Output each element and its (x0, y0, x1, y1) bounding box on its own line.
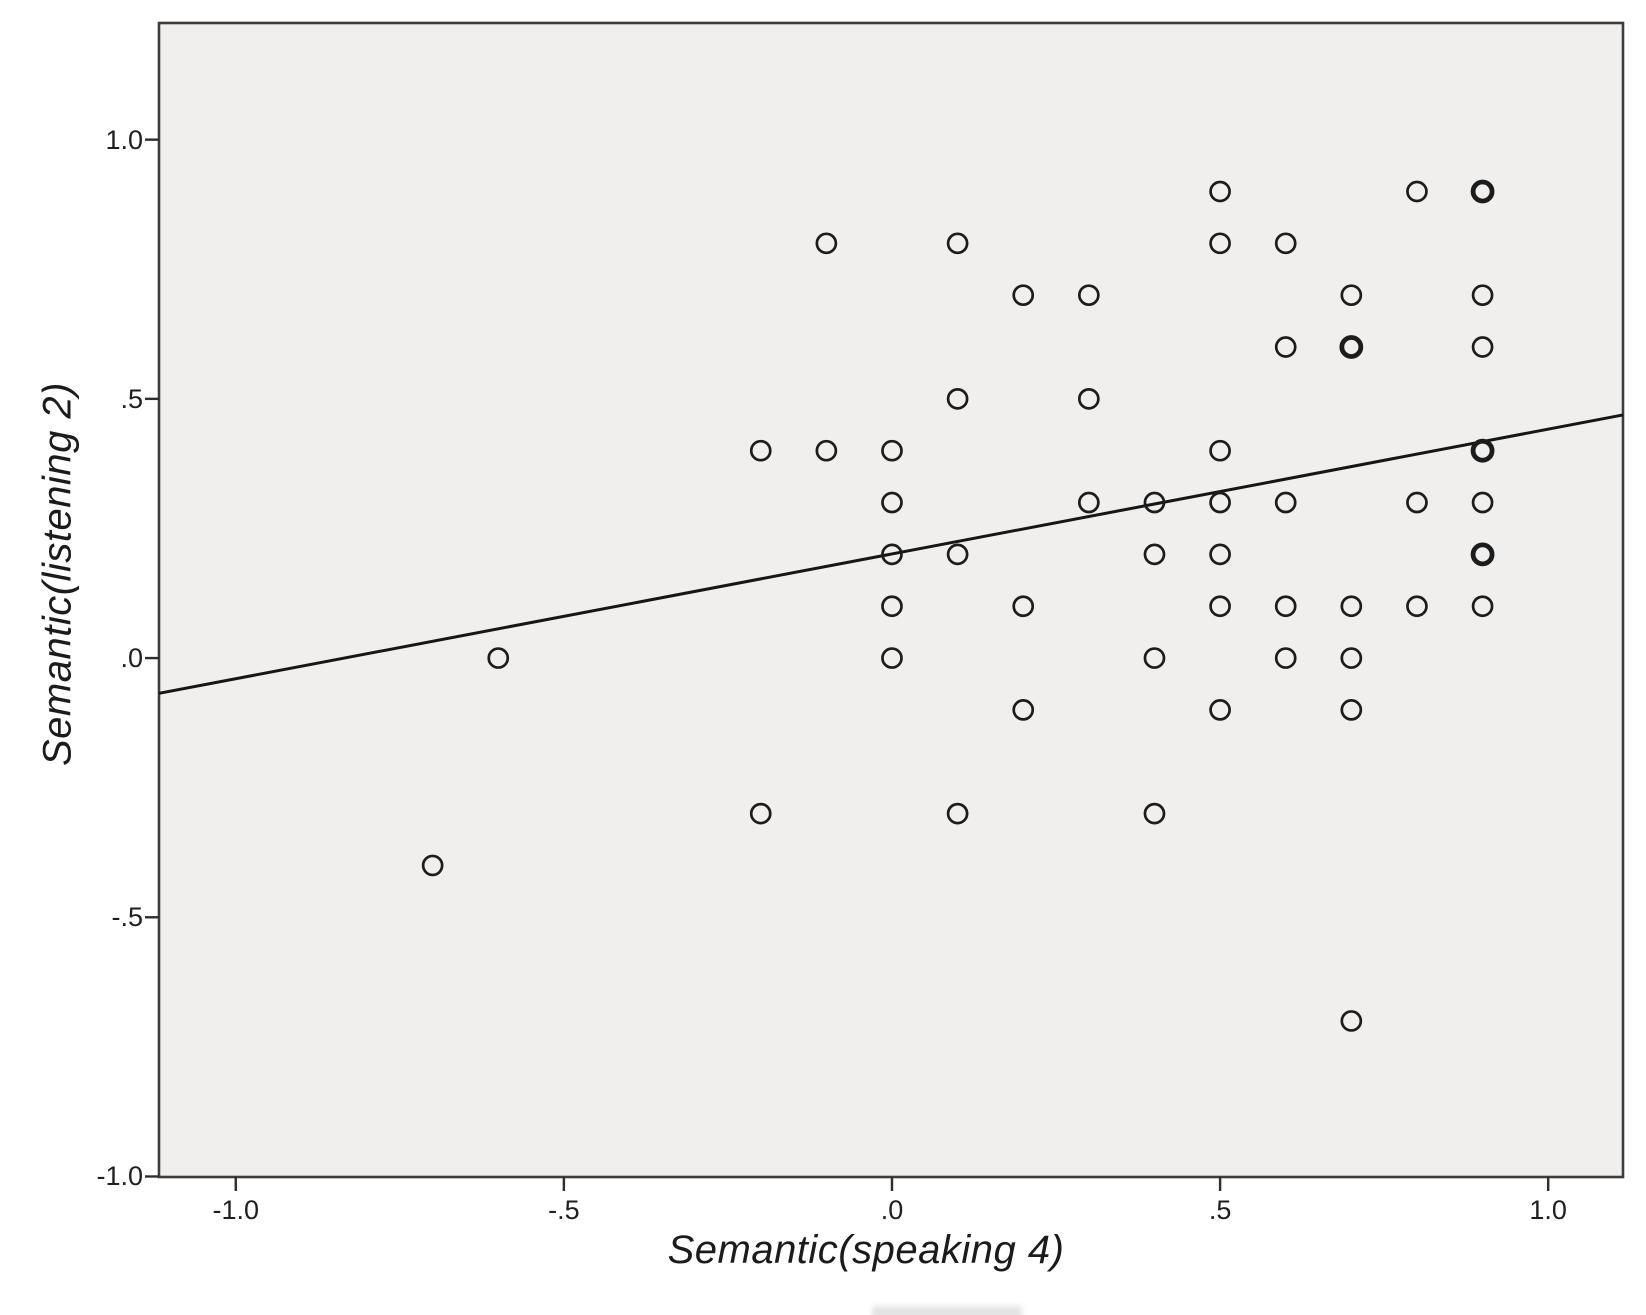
data-point-marker (881, 439, 903, 462)
data-point-marker (1470, 542, 1495, 567)
data-point-marker (1143, 543, 1166, 566)
data-point-marker (1274, 491, 1297, 514)
data-point-marker (749, 802, 772, 825)
data-point-marker (1340, 699, 1363, 721)
data-point-marker (1209, 543, 1231, 566)
data-point-marker (881, 543, 903, 566)
data-point-marker (946, 388, 969, 410)
data-point-marker (1209, 595, 1231, 618)
data-point-marker (946, 232, 969, 255)
data-point-marker (1471, 336, 1494, 358)
data-point-marker (815, 439, 838, 462)
data-point-marker (487, 647, 510, 669)
cropped-text-artifact (872, 1306, 1022, 1315)
data-point-marker (1470, 179, 1495, 204)
data-point-marker (1077, 388, 1100, 410)
data-point-marker (1471, 491, 1494, 514)
plot-area (157, 21, 1625, 1179)
y-tick-label: .0 (120, 643, 143, 674)
data-point-marker (946, 802, 969, 825)
data-point-marker (1209, 180, 1231, 203)
data-point-marker (1077, 491, 1100, 514)
data-point-marker (1471, 284, 1494, 307)
data-point-marker (1274, 595, 1297, 618)
y-axis-title: Semantic(listening 2) (35, 382, 80, 766)
data-point-marker (1340, 284, 1363, 307)
data-point-marker (881, 595, 903, 618)
y-tick-label: -.5 (111, 902, 143, 933)
data-point-marker (1209, 699, 1231, 721)
data-point-marker (1274, 647, 1297, 669)
data-point-marker (1340, 647, 1363, 669)
data-point-marker (1143, 647, 1166, 669)
data-point-marker (749, 439, 772, 462)
regression-fit-line (158, 413, 1624, 695)
data-point-marker (421, 854, 444, 877)
data-point-marker (1406, 491, 1428, 514)
x-tick-label: -.5 (548, 1195, 580, 1225)
data-point-marker (1143, 802, 1166, 825)
y-tick-label: 1.0 (105, 124, 143, 155)
data-point-marker (1274, 232, 1297, 255)
x-axis-title: Semantic(speaking 4) (667, 1228, 1065, 1272)
data-point-marker (1470, 438, 1495, 463)
data-point-marker (1406, 180, 1428, 203)
data-point-marker (1209, 232, 1231, 255)
data-point-marker (881, 647, 903, 669)
data-point-marker (815, 232, 838, 255)
data-point-marker (1012, 284, 1035, 307)
x-tick-label: 1.0 (1529, 1195, 1567, 1225)
data-point-marker (1209, 439, 1231, 462)
data-point-marker (1209, 491, 1231, 514)
data-point-marker (1012, 699, 1035, 721)
data-point-marker (881, 491, 903, 514)
data-point-marker (1340, 1010, 1363, 1032)
data-point-marker (1406, 595, 1428, 618)
data-point-marker (1274, 336, 1297, 358)
y-tick-label: .5 (120, 383, 143, 414)
data-point-marker (1143, 491, 1166, 514)
x-tick-label: -1.0 (212, 1195, 260, 1225)
x-tick-label: .0 (880, 1195, 904, 1225)
data-point-marker (1339, 335, 1364, 359)
data-point-marker (1340, 595, 1363, 618)
data-point-marker (1471, 595, 1494, 618)
data-point-marker (1077, 284, 1100, 307)
x-tick-label: .5 (1208, 1195, 1232, 1225)
data-point-marker (946, 543, 969, 566)
y-tick-label: -1.0 (96, 1161, 143, 1192)
data-point-marker (1012, 595, 1035, 618)
